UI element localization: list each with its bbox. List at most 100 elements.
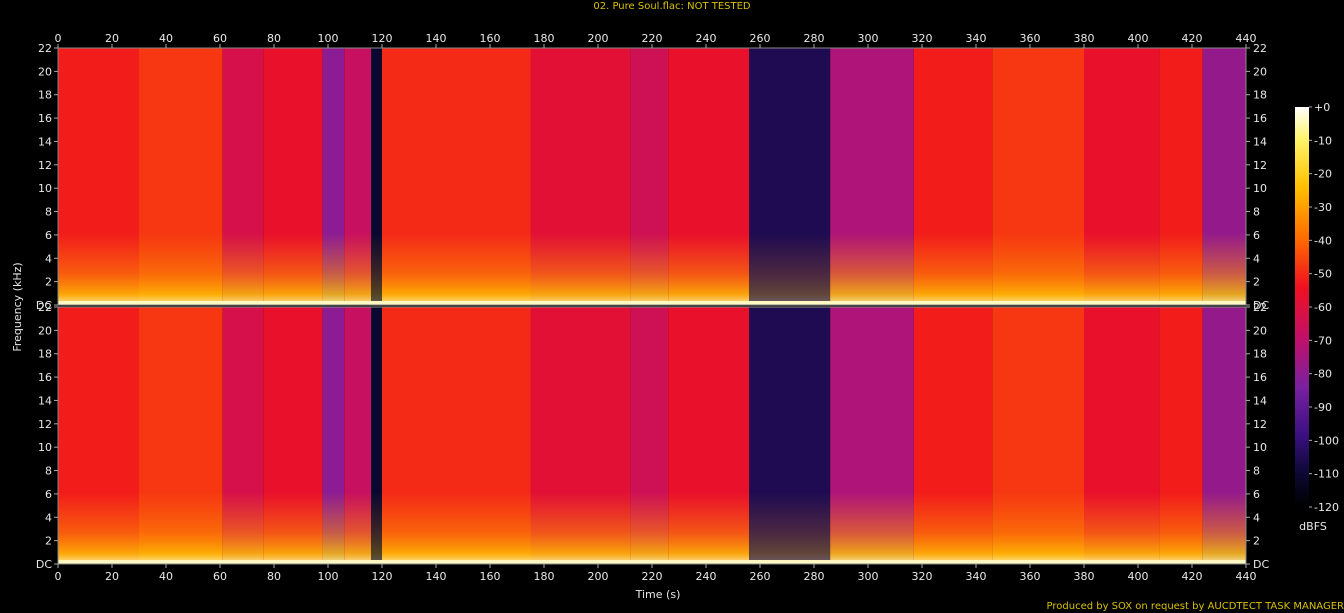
colorbar-tick-label: -90 — [1314, 401, 1332, 414]
y-tick-label: 2 — [45, 276, 52, 289]
x-tick-label: 400 — [1128, 570, 1149, 583]
spectrogram-segment-low-band — [344, 492, 372, 564]
x-tick-label: 160 — [480, 570, 501, 583]
y-tick-label: 12 — [1253, 159, 1267, 172]
x-tick-label: 140 — [426, 570, 447, 583]
y-tick-label: 14 — [1253, 394, 1267, 407]
x-tick-label: 20 — [105, 570, 119, 583]
y-tick-label: 16 — [38, 112, 52, 125]
colorbar-tick-label: -60 — [1314, 301, 1332, 314]
spectrogram-segment-low-band — [630, 492, 669, 564]
colorbar-label: dBFS — [1299, 520, 1327, 533]
x-tick-label: 420 — [1182, 570, 1203, 583]
y-tick-label: 4 — [1253, 252, 1260, 265]
spectrogram-segment-low-band — [530, 233, 631, 305]
spectrogram-segment-low-band — [1159, 492, 1203, 564]
spectrogram-segment-low-band — [830, 492, 914, 564]
x-tick-label: 260 — [750, 32, 771, 45]
spectrogram-segment-low-band — [371, 492, 382, 564]
x-tick-label: 260 — [750, 570, 771, 583]
y-tick-label: 22 — [38, 42, 52, 55]
spectrogram-segment-low-band — [371, 233, 382, 305]
spectrogram-segment-low-band — [263, 492, 323, 564]
x-tick-label: 100 — [318, 32, 339, 45]
spectrogram-segment-low-band — [139, 492, 223, 564]
y-tick-label: 18 — [1253, 89, 1267, 102]
spectrogram-segment-low-band — [58, 233, 139, 305]
x-tick-label: 360 — [1020, 32, 1041, 45]
y-tick-label: 16 — [1253, 371, 1267, 384]
spectrogram-segment-low-band — [749, 492, 831, 564]
spectrogram-segment-low-band — [1202, 233, 1246, 305]
x-tick-label: 380 — [1074, 570, 1095, 583]
y-tick-label: 22 — [38, 301, 52, 314]
x-tick-label: 320 — [912, 32, 933, 45]
spectrogram-segment-low-band — [344, 233, 372, 305]
spectrogram-segment-low-band — [668, 233, 750, 305]
spectrogram-segment-low-band — [58, 492, 139, 564]
y-tick-label: 6 — [1253, 488, 1260, 501]
x-tick-label: 440 — [1236, 32, 1257, 45]
colorbar-tick-label: -120 — [1314, 501, 1339, 514]
x-tick-label: 340 — [966, 570, 987, 583]
x-tick-label: 0 — [55, 32, 62, 45]
spectrogram-segment-low-band — [222, 233, 264, 305]
colorbar-tick-label: -50 — [1314, 268, 1332, 281]
y-tick-label: 2 — [1253, 535, 1260, 548]
y-tick-label: 12 — [38, 159, 52, 172]
x-tick-label: 100 — [318, 570, 339, 583]
spectrogram-segment-low-band — [992, 492, 1084, 564]
x-tick-label: 200 — [588, 32, 609, 45]
y-tick-label: 4 — [45, 252, 52, 265]
colorbar-tick-label: -110 — [1314, 468, 1339, 481]
y-tick-label: 12 — [1253, 418, 1267, 431]
y-tick-label: 4 — [45, 511, 52, 524]
x-tick-label: 120 — [372, 32, 393, 45]
y-tick-label: 6 — [45, 488, 52, 501]
colorbar-tick-label: -10 — [1314, 134, 1332, 147]
spectrogram-segment-low-band — [913, 492, 993, 564]
y-tick-label: 16 — [1253, 112, 1267, 125]
y-tick-label: 14 — [38, 394, 52, 407]
x-tick-label: 120 — [372, 570, 393, 583]
x-tick-label: 340 — [966, 32, 987, 45]
y-tick-label: DC — [36, 299, 52, 312]
x-tick-label: 400 — [1128, 32, 1149, 45]
colorbar-tick-label: -40 — [1314, 234, 1332, 247]
y-tick-label: 20 — [38, 324, 52, 337]
y-tick-label: 2 — [45, 535, 52, 548]
spectrogram-segment-low-band — [1084, 233, 1160, 305]
dc-band — [58, 560, 1246, 564]
spectrogram-segment-low-band — [222, 492, 264, 564]
spectrogram-segment — [371, 307, 382, 564]
y-tick-label: 10 — [38, 182, 52, 195]
spectrogram-segment-low-band — [913, 233, 993, 305]
y-tick-label: 6 — [45, 229, 52, 242]
y-tick-label: DC — [1253, 558, 1269, 571]
x-tick-label: 240 — [696, 570, 717, 583]
y-tick-label: 8 — [45, 206, 52, 219]
spectrogram-segment-low-band — [668, 492, 750, 564]
x-tick-label: 180 — [534, 32, 555, 45]
spectrogram-segment-low-band — [530, 492, 631, 564]
x-tick-label: 200 — [588, 570, 609, 583]
colorbar — [1295, 107, 1309, 507]
x-tick-label: 220 — [642, 32, 663, 45]
y-tick-label: 10 — [1253, 182, 1267, 195]
chart-title: 02. Pure Soul.flac: NOT TESTED — [593, 1, 751, 12]
y-tick-label: DC — [1253, 299, 1269, 312]
footer-credit: Produced by SOX on request by AUCDTECT T… — [1046, 601, 1344, 612]
y-tick-label: 4 — [1253, 511, 1260, 524]
y-tick-label: 2 — [1253, 276, 1260, 289]
y-tick-label: 22 — [1253, 42, 1267, 55]
y-tick-label: 18 — [1253, 348, 1267, 361]
x-tick-label: 300 — [858, 32, 879, 45]
y-tick-label: 14 — [38, 135, 52, 148]
y-tick-label: 20 — [1253, 324, 1267, 337]
x-tick-label: 280 — [804, 570, 825, 583]
spectrogram-segment-low-band — [382, 233, 531, 305]
y-tick-label: 8 — [1253, 206, 1260, 219]
spectrogram-segment-low-band — [1084, 492, 1160, 564]
spectrogram-segment-low-band — [139, 233, 223, 305]
